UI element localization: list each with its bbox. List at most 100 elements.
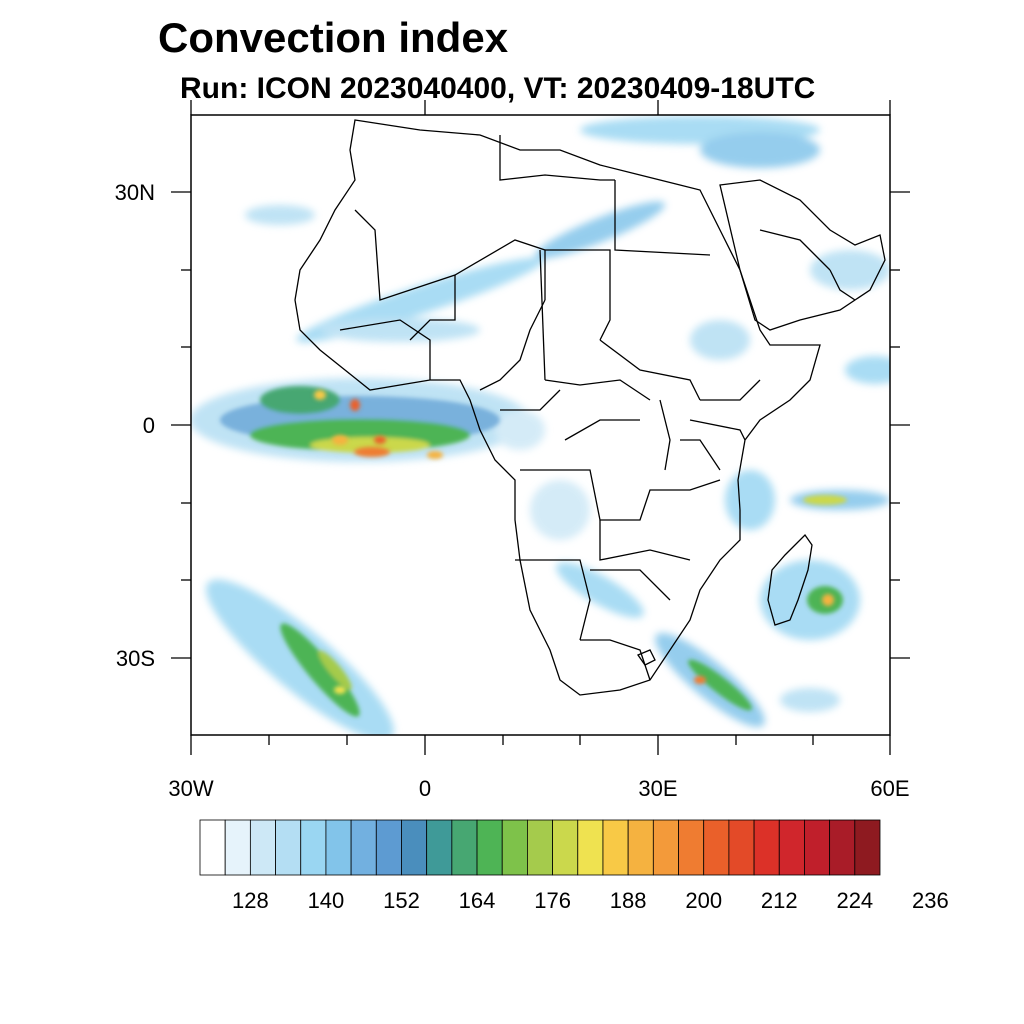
colorbar-tick-label: 140 (307, 888, 345, 913)
colorbar (199, 819, 881, 876)
border-6 (479, 299, 546, 391)
border-4 (614, 180, 711, 256)
cell-atlantic-north (245, 205, 315, 225)
colorbar-swatch (728, 819, 755, 876)
colorbar-tick-label: 224 (836, 888, 874, 913)
cell-hot-9 (334, 686, 346, 694)
lon-label-30w: 30W (168, 776, 214, 801)
cell-hot-8 (694, 676, 706, 684)
colorbar-tick-label: 188 (609, 888, 647, 913)
cell-hot-6 (350, 399, 360, 411)
colorbar-swatch (829, 819, 856, 876)
border-11 (599, 520, 691, 561)
colorbar-swatch (275, 819, 302, 876)
cell-moz-green (688, 659, 752, 711)
cell-hot-4 (374, 436, 386, 444)
cell-med-east (700, 132, 820, 168)
lon-label-0: 0 (418, 776, 432, 801)
colorbar-swatch (375, 819, 402, 876)
border-1 (499, 135, 615, 181)
colorbar-swatch (753, 819, 780, 876)
border-13 (590, 569, 671, 601)
border-21 (759, 229, 831, 271)
cell-congo (495, 410, 545, 450)
arabia-coastline (719, 179, 886, 331)
cell-se-indian (780, 688, 840, 712)
cell-arabia (810, 250, 890, 290)
border-18 (539, 249, 546, 381)
cell-hot-5 (427, 451, 443, 459)
border-10 (520, 469, 721, 521)
colorbar-tick-label: 200 (685, 888, 723, 913)
cell-west-africa (320, 318, 480, 342)
border-15 (700, 379, 761, 401)
border-14 (689, 419, 746, 441)
cell-hot-3 (314, 390, 326, 400)
border-8 (544, 379, 651, 401)
border-5 (409, 275, 456, 341)
cell-east-africa (725, 470, 775, 530)
colorbar-swatch (552, 819, 579, 876)
sa-border (580, 639, 651, 681)
border-7 (599, 339, 701, 401)
colorbar-swatch (678, 819, 705, 876)
border-9 (500, 389, 561, 411)
colorbar-swatch (652, 819, 679, 876)
cell-hot-1 (354, 447, 390, 457)
colorbar-tick-label: 128 (232, 888, 269, 913)
colorbar-swatch (426, 819, 453, 876)
cell-angola (530, 480, 590, 540)
colorbar-swatch (350, 819, 377, 876)
colorbar-swatch (401, 819, 428, 876)
lat-label-0: 0 (142, 413, 155, 438)
cell-hot-2 (332, 435, 348, 445)
border-22 (564, 419, 640, 441)
madagascar-coastline (767, 533, 813, 626)
colorbar-swatch (703, 819, 730, 876)
border-16 (659, 399, 671, 471)
cell-namibia (556, 562, 644, 618)
colorbar-swatch (199, 819, 226, 876)
cell-oman (845, 356, 890, 384)
colorbar-swatch (602, 819, 629, 876)
convection-field (191, 116, 890, 735)
figure-title: Convection index (158, 14, 509, 61)
border-20 (829, 269, 856, 301)
colorbar-tick-label: 176 (534, 888, 571, 913)
lon-label-60e: 60E (870, 776, 910, 801)
border-3 (545, 249, 611, 341)
colorbar-swatch (476, 819, 503, 876)
colorbar-swatch (451, 819, 478, 876)
border-17 (680, 439, 721, 471)
coastlines-and-borders (294, 119, 886, 696)
lon-label-30e: 30E (638, 776, 678, 801)
colorbar-swatch (778, 819, 805, 876)
colorbar-tick-label: 236 (912, 888, 949, 913)
colorbar-tick-label: 164 (458, 888, 496, 913)
colorbar-swatch (224, 819, 251, 876)
cell-hot-7 (822, 594, 834, 606)
cell-itcz-west (260, 386, 340, 414)
cell-sw-atl-yellow (318, 650, 352, 690)
colorbar-swatch (501, 819, 528, 876)
colorbar-swatch (577, 819, 604, 876)
colorbar-tick-label: 152 (383, 888, 420, 913)
africa-coastline (294, 119, 821, 696)
cell-mad-e-yellow (803, 495, 847, 505)
axis-ticks (171, 100, 910, 755)
colorbar-swatch (325, 819, 352, 876)
colorbar-swatch (627, 819, 654, 876)
colorbar-swatch (804, 819, 831, 876)
colorbar-tick-label: 212 (760, 888, 798, 913)
lesotho (637, 649, 656, 666)
border-19 (339, 319, 431, 380)
lat-label-30n: 30N (114, 180, 155, 205)
lat-label-30s: 30S (115, 646, 155, 671)
colorbar-swatch (854, 819, 881, 876)
colorbar-swatch (527, 819, 553, 876)
cell-egypt-band (534, 201, 666, 259)
colorbar-swatch (249, 819, 276, 876)
border-12 (515, 559, 591, 641)
colorbar-swatch (300, 819, 327, 876)
